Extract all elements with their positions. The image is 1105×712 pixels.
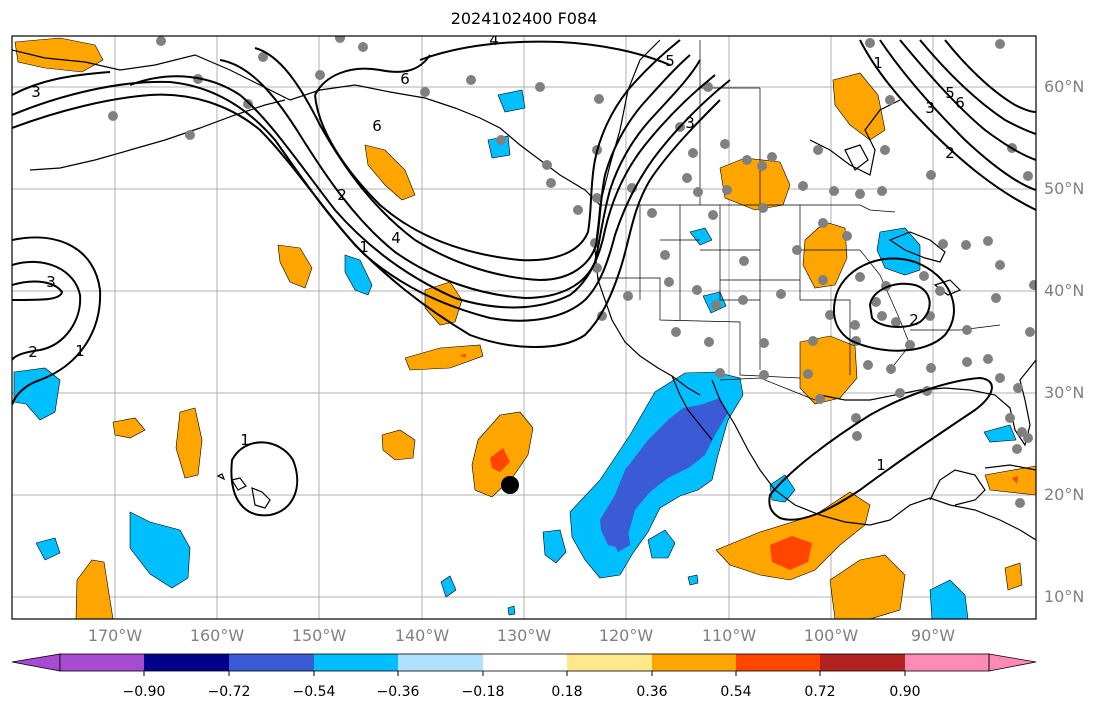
contour-label: 5	[945, 84, 955, 102]
colorbar-tick-label: −0.36	[376, 684, 420, 700]
colorbar-tick-label: −0.54	[292, 684, 336, 700]
contour-label: 4	[489, 31, 499, 49]
contour-label: 3	[46, 273, 56, 291]
contour-label: 1	[359, 238, 369, 256]
contour-label: 6	[400, 70, 410, 88]
positive-anomaly-fills	[14, 37, 1036, 619]
contour-label: 1	[75, 342, 85, 360]
colorbar-tick-label: 0.18	[551, 684, 583, 700]
contour-label: 3	[685, 114, 695, 132]
colorbar-tick-label: −0.18	[461, 684, 505, 700]
contour-label: 2	[909, 311, 919, 329]
lon-label: 110°W	[701, 626, 757, 645]
colorbar-tick-label: 0.36	[636, 684, 668, 700]
contour-label-group: 3 6 6 5 4 3 2 1 1 2 3 4 5 6 3 2 1 1 2 1	[28, 31, 965, 474]
contour-label: 3	[31, 83, 41, 101]
lon-label: 170°W	[87, 626, 143, 645]
colorbar-tick-label: 0.90	[889, 684, 921, 700]
colorbar-tick-label: −0.90	[122, 684, 166, 700]
lon-label: 100°W	[803, 626, 859, 645]
lon-label: 140°W	[394, 626, 450, 645]
contour-label: 1	[240, 431, 250, 449]
lon-label: 90°W	[910, 626, 956, 645]
contour-label: 3	[925, 99, 935, 117]
contour-label: 6	[955, 94, 965, 112]
lat-label: 50°N	[1044, 179, 1085, 198]
lat-label: 60°N	[1044, 77, 1085, 96]
contour-lines	[12, 39, 1036, 521]
lon-label: 130°W	[496, 626, 552, 645]
lat-label: 20°N	[1044, 485, 1085, 504]
contour-label: 5	[665, 52, 675, 70]
contour-label: 4	[391, 229, 401, 247]
colorbar-tick-label: 0.54	[720, 684, 752, 700]
contour-label: 1	[876, 456, 886, 474]
colorbar-tick-label: 0.72	[804, 684, 836, 700]
strong-positive-fills	[460, 354, 1018, 570]
map-title: 2024102400 F084	[450, 9, 598, 28]
location-marker	[501, 476, 519, 494]
map-frame	[11, 35, 1037, 620]
lat-label: 40°N	[1044, 281, 1085, 300]
lon-label: 150°W	[291, 626, 347, 645]
station-markers	[108, 36, 1036, 508]
lon-label: 160°W	[189, 626, 245, 645]
lat-label: 10°N	[1044, 587, 1085, 606]
strong-negative-fills	[600, 398, 728, 552]
lat-label: 30°N	[1044, 383, 1085, 402]
colorbar	[11, 653, 1037, 676]
contour-label: 2	[945, 144, 955, 162]
contour-label: 2	[28, 343, 38, 361]
lon-label: 120°W	[598, 626, 654, 645]
colorbar-tick-label: −0.72	[207, 684, 251, 700]
contour-label: 1	[873, 54, 883, 72]
contour-label: 6	[372, 117, 382, 135]
contour-label: 2	[337, 186, 347, 204]
